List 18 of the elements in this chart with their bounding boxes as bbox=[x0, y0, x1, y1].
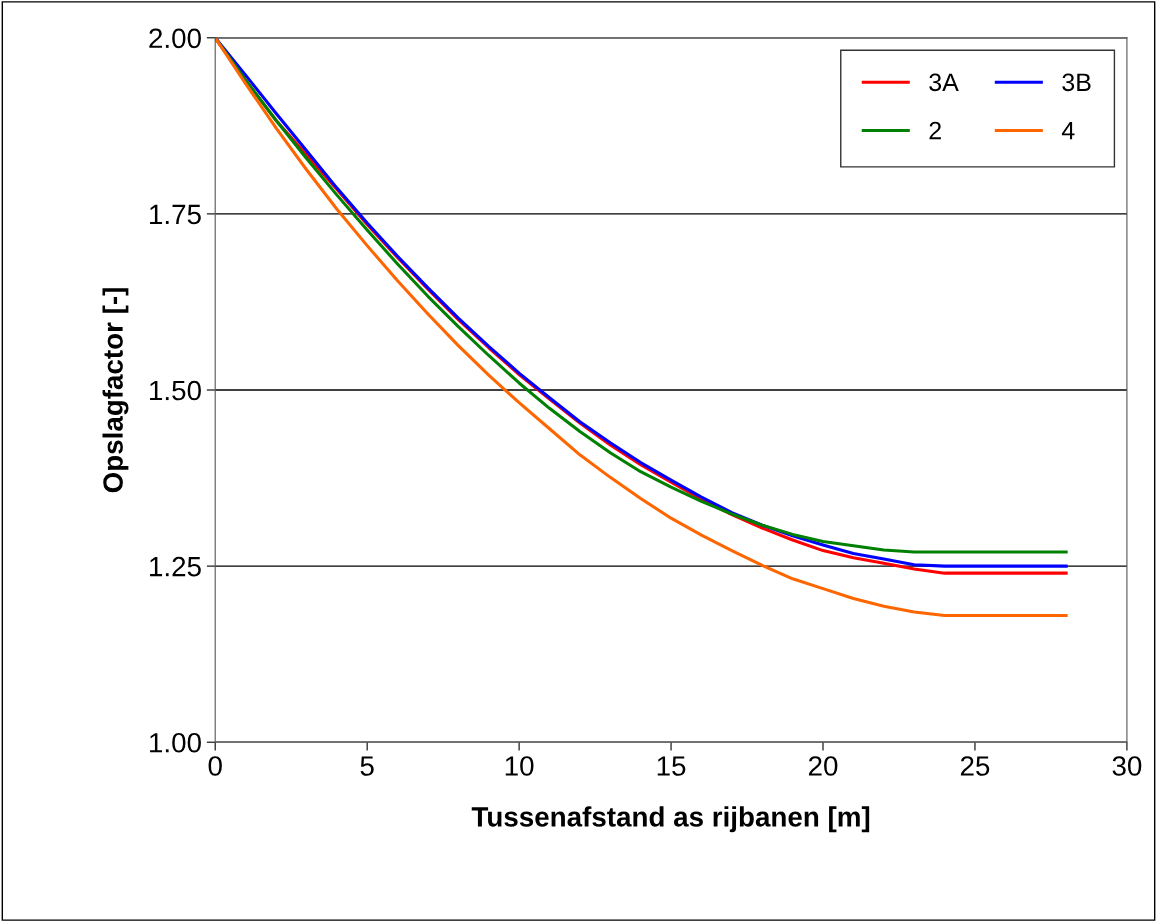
x-tick-label: 20 bbox=[808, 756, 838, 776]
x-tick-label: 30 bbox=[1112, 756, 1142, 776]
x-tick-label: 0 bbox=[208, 756, 222, 776]
x-tick-label: 5 bbox=[360, 756, 374, 776]
y-axis-title: Opslagfactor [-] bbox=[102, 288, 129, 493]
y-tick-label: 1.00 bbox=[150, 732, 201, 753]
legend-label: 3B bbox=[1062, 73, 1091, 92]
x-tick-label: 25 bbox=[960, 756, 990, 776]
legend-label: 3A bbox=[929, 73, 959, 92]
legend-label: 2 bbox=[929, 121, 941, 140]
legend-label: 4 bbox=[1061, 122, 1075, 140]
x-tick-label: 10 bbox=[505, 756, 534, 776]
y-tick-label: 1.75 bbox=[150, 204, 201, 225]
x-tick-label: 15 bbox=[657, 756, 686, 776]
y-tick-label: 2.00 bbox=[149, 28, 201, 49]
y-tick-label: 1.50 bbox=[150, 380, 201, 401]
y-tick-label: 1.25 bbox=[150, 556, 201, 577]
x-axis-title: Tussenafstand as rijbanen [m] bbox=[471, 806, 870, 833]
